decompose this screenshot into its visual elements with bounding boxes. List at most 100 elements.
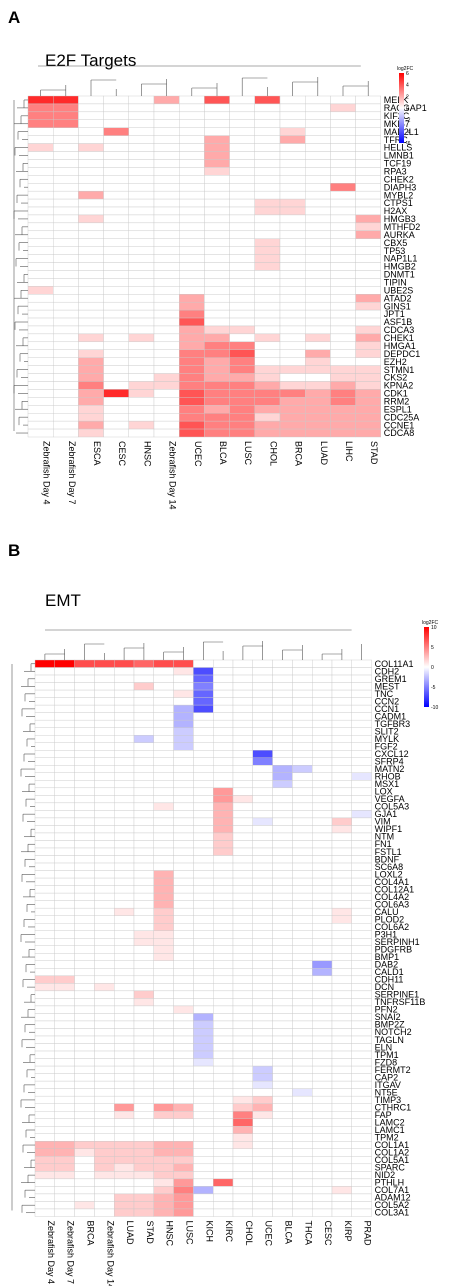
- heatmap-cell: [254, 230, 281, 239]
- heatmap-cell: [305, 428, 331, 438]
- heatmap-cell: [331, 735, 352, 743]
- heatmap-cell: [94, 1035, 115, 1044]
- heatmap-cell: [232, 1126, 253, 1134]
- heatmap-cell: [78, 262, 104, 271]
- heatmap-cell: [212, 780, 234, 789]
- row-label: CALU: [375, 907, 399, 917]
- heatmap-cell: [330, 230, 356, 239]
- heatmap-cell: [128, 159, 155, 168]
- heatmap-cell: [252, 1171, 273, 1180]
- heatmap-cell: [34, 659, 55, 668]
- heatmap-cell: [173, 810, 194, 819]
- heatmap-cell: [252, 1186, 273, 1195]
- heatmap-cell: [128, 294, 155, 303]
- heatmap-cell: [74, 840, 95, 849]
- heatmap-cell: [128, 413, 155, 422]
- heatmap-cell: [305, 349, 331, 358]
- heatmap-cell: [153, 1080, 174, 1089]
- row-label: LMNB1: [384, 151, 414, 161]
- heatmap-cell: [27, 222, 54, 232]
- heatmap-cell: [232, 1133, 253, 1142]
- heatmap-cell: [252, 802, 273, 811]
- heatmap-cell: [34, 840, 55, 849]
- heatmap-cell: [54, 1193, 75, 1202]
- heatmap-cell: [133, 1133, 154, 1142]
- heatmap-cell: [74, 1141, 95, 1150]
- heatmap-cell: [204, 309, 230, 319]
- heatmap-cell: [292, 1065, 313, 1074]
- heatmap-cell: [331, 1186, 352, 1195]
- heatmap-cell: [173, 915, 194, 924]
- heatmap-cell: [94, 1110, 115, 1119]
- heatmap-cell: [128, 341, 155, 350]
- heatmap-cell: [272, 847, 293, 856]
- heatmap-cell: [34, 983, 55, 992]
- heatmap-cell: [351, 1035, 372, 1044]
- row-label: BDNF: [375, 854, 400, 864]
- heatmap-cell: [312, 750, 333, 758]
- heatmap-cell: [331, 1043, 352, 1052]
- heatmap-cell: [312, 1118, 333, 1127]
- heatmap-cell: [113, 1028, 135, 1037]
- heatmap-cell: [54, 667, 75, 676]
- heatmap-cell: [232, 1095, 253, 1104]
- heatmap-cell: [351, 712, 372, 721]
- legend-tick-label: -4: [406, 129, 411, 135]
- heatmap-cell: [128, 127, 155, 136]
- heatmap-cell: [27, 278, 54, 287]
- heatmap-cell: [232, 1020, 253, 1029]
- heatmap-cell: [351, 1043, 372, 1052]
- heatmap-cell: [252, 960, 273, 969]
- heatmap-cell: [27, 190, 54, 200]
- heatmap-cell: [193, 953, 214, 962]
- heatmap-cell: [74, 817, 95, 826]
- heatmap-cell: [330, 151, 356, 160]
- heatmap-cell: [113, 780, 135, 789]
- row-label: COL5A2: [375, 1200, 410, 1210]
- heatmap-cell: [153, 190, 180, 200]
- heatmap-cell: [178, 413, 205, 422]
- heatmap-cell: [178, 214, 205, 224]
- heatmap-cell: [351, 983, 372, 992]
- heatmap-cell: [292, 765, 313, 774]
- heatmap-cell: [212, 855, 234, 864]
- heatmap-cell: [94, 840, 115, 849]
- heatmap-cell: [94, 877, 115, 886]
- heatmap-cell: [212, 1088, 234, 1097]
- heatmap-cell: [331, 787, 352, 796]
- heatmap-cell: [133, 1208, 154, 1217]
- heatmap-cell: [193, 712, 214, 721]
- heatmap-cell: [272, 825, 293, 834]
- row-label: WIPF1: [375, 824, 403, 834]
- heatmap-cell: [173, 832, 194, 841]
- heatmap-cell: [27, 175, 54, 184]
- heatmap-cell: [212, 1028, 234, 1037]
- heatmap-cell: [330, 254, 356, 263]
- heatmap-cell: [279, 278, 306, 287]
- row-label: TFRC: [384, 135, 408, 145]
- heatmap-cell: [53, 238, 79, 247]
- heatmap-cell: [272, 1110, 293, 1119]
- row-label: SERPINH1: [375, 937, 420, 947]
- heatmap-cell: [178, 309, 205, 319]
- heatmap-cell: [178, 119, 205, 128]
- heatmap-cell: [355, 183, 382, 192]
- heatmap-cell: [212, 674, 234, 683]
- heatmap-cell: [173, 697, 194, 706]
- heatmap-cell: [292, 674, 313, 683]
- heatmap-cell: [113, 1126, 135, 1134]
- heatmap-cell: [351, 855, 372, 864]
- row-dendrogram: [13, 99, 28, 434]
- heatmap-cell: [212, 1178, 234, 1187]
- heatmap-cell: [94, 1171, 115, 1180]
- heatmap-cell: [113, 1088, 135, 1097]
- row-label: MTHFD2: [384, 222, 421, 232]
- heatmap-cell: [272, 1163, 293, 1172]
- heatmap-cell: [355, 135, 382, 144]
- heatmap-cell: [153, 309, 180, 319]
- heatmap-cell: [53, 270, 79, 279]
- heatmap-cell: [330, 270, 356, 279]
- heatmap-cell: [153, 301, 180, 311]
- heatmap-cell: [54, 1020, 75, 1029]
- heatmap-cell: [254, 167, 281, 176]
